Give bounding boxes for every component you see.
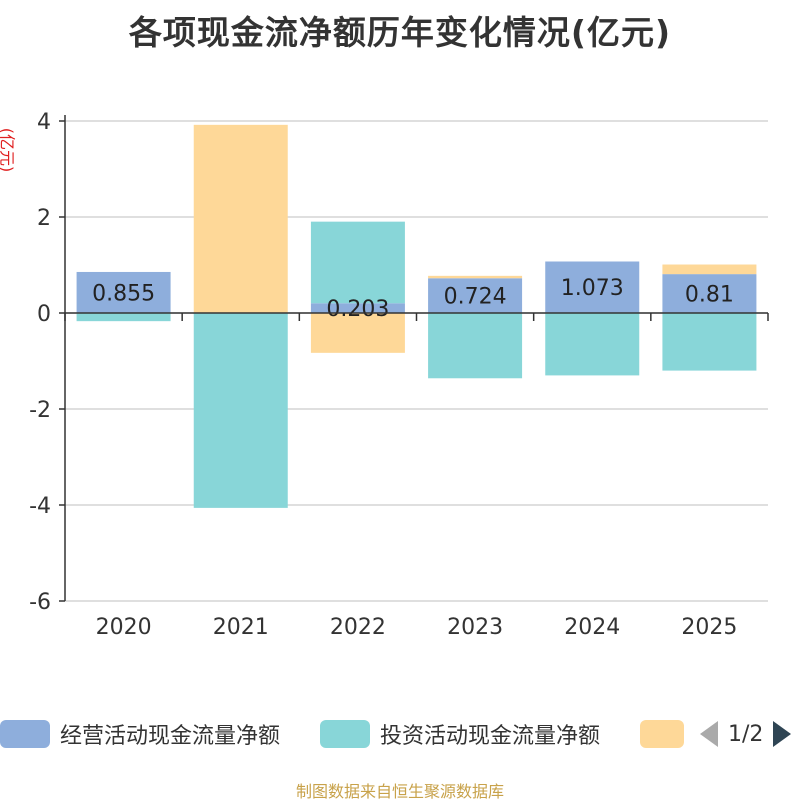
chart-title: 各项现金流净额历年变化情况(亿元): [128, 13, 672, 52]
x-tick-label: 2021: [213, 615, 269, 640]
y-tick-label: -2: [29, 398, 51, 423]
x-tick-label: 2024: [564, 615, 620, 640]
bar-2025-series0: [662, 274, 757, 313]
x-tick-label: 2023: [447, 615, 503, 640]
legend-item-operating[interactable]: 经营活动现金流量净额: [0, 716, 280, 752]
prev-page-icon[interactable]: [700, 721, 718, 747]
bar-2023-series1: [428, 313, 523, 379]
next-page-icon[interactable]: [773, 721, 792, 747]
bar-2025-series1: [662, 313, 757, 371]
legend-swatch: [320, 720, 370, 748]
bar-value-label: 0.724: [444, 285, 507, 310]
legend-item-investing[interactable]: 投资活动现金流量净额: [320, 716, 600, 752]
bar-2025-series2: [662, 264, 757, 275]
bar-2022-series0: [310, 303, 405, 313]
bar-2022-series1: [310, 221, 405, 304]
legend-item-financing[interactable]: [640, 716, 684, 752]
source-note: 制图数据来自恒生聚源数据库: [295, 782, 504, 801]
chart-plot: 4 2 0 -2 -4 -6 0.855 0.203 0.724 1.073 0.81 2020 202…: [29, 110, 769, 640]
bar-2021-series1: [193, 313, 288, 508]
y-tick-label: 2: [37, 206, 51, 231]
legend-label: 投资活动现金流量净额: [380, 724, 601, 749]
bar-2024-series1: [545, 313, 640, 376]
x-tick-label: 2025: [681, 615, 737, 640]
bar-2020-series0: [76, 271, 171, 313]
legend-page-indicator: 1/2: [728, 721, 764, 747]
y-tick-label: -4: [29, 494, 51, 519]
legend: 经营活动现金流量净额 投资活动现金流量净额 1/2: [0, 716, 800, 752]
bar-2021-series2: [193, 124, 288, 313]
y-tick-label: 4: [37, 110, 51, 135]
legend-swatch: [640, 720, 684, 748]
x-tick-label: 2022: [330, 615, 386, 640]
bar-2024-series0: [545, 261, 640, 313]
y-tick-label: -6: [29, 590, 51, 615]
y-tick-label: 0: [37, 302, 51, 327]
bar-2020-series1: [76, 313, 171, 322]
x-tick-label: 2020: [96, 615, 152, 640]
legend-swatch: [0, 720, 50, 748]
legend-label: 经营活动现金流量净额: [60, 724, 281, 749]
bar-2023-series2: [428, 275, 523, 279]
legend-pager: 1/2: [700, 716, 792, 752]
bar-value-label: 0.203: [326, 297, 389, 322]
bar-value-label: 0.855: [92, 281, 155, 306]
bar-value-label: 1.073: [561, 276, 624, 301]
bar-value-label: 0.81: [685, 283, 734, 308]
bar-2022-series2: [310, 313, 405, 353]
bar-2023-series0: [428, 278, 523, 313]
